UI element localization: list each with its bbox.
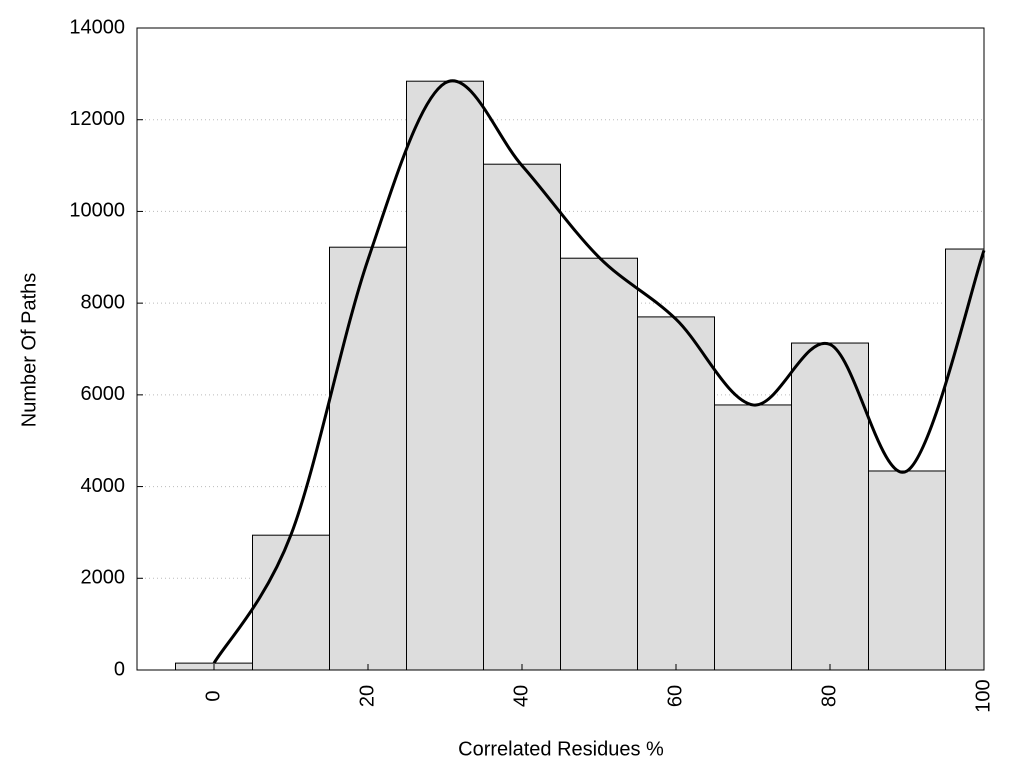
bar [945,248,985,671]
x-axis-label: Correlated Residues % [458,738,664,760]
bar [868,470,946,671]
y-tick-label: 2000 [81,567,126,589]
x-tick-label: 60 [664,685,686,707]
y-tick-label: 6000 [81,383,126,405]
bar [252,534,330,671]
bar [406,80,484,671]
y-tick-label: 10000 [69,200,125,222]
x-tick-label: 0 [202,690,224,701]
y-tick-label: 14000 [69,16,125,38]
x-tick-label: 20 [356,685,378,707]
bar [560,257,638,671]
y-tick-label: 4000 [81,475,126,497]
y-axis-label: Number Of Paths [18,273,40,428]
bar [637,316,715,671]
bar [483,163,561,671]
y-tick-label: 12000 [69,108,125,130]
y-tick-label: 0 [114,658,125,680]
x-tick-label: 80 [818,685,840,707]
curve [212,79,986,664]
bar [714,404,792,671]
x-tick-label: 40 [510,685,532,707]
plot-frame [136,27,985,671]
x-tick-label: 100 [972,679,994,712]
bar [329,246,407,671]
y-tick-label: 8000 [81,291,126,313]
